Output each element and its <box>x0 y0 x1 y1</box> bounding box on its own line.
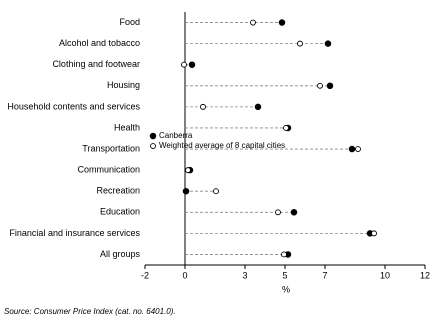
dot <box>213 188 219 195</box>
category-label: Alcohol and tobacco <box>59 38 140 48</box>
dot <box>182 187 190 195</box>
dot <box>275 209 281 216</box>
category-label: Housing <box>107 80 140 90</box>
x-tick-label: -2 <box>141 270 149 280</box>
legend-label: Weighted average of 8 capital cities <box>159 141 285 150</box>
category-label: Food <box>119 17 140 27</box>
dot <box>348 145 356 153</box>
category-label: Communication <box>77 165 140 175</box>
dot <box>355 146 361 152</box>
x-tick-label: 5 <box>282 270 287 280</box>
source-note: Source: Consumer Price Index (cat. no. 6… <box>4 307 176 316</box>
category-label: Transportation <box>82 143 140 153</box>
x-tick-label: 7 <box>322 270 327 280</box>
dot <box>371 230 377 237</box>
category-label: Health <box>114 122 140 132</box>
dot <box>250 19 256 26</box>
category-label: Clothing and footwear <box>52 59 140 69</box>
category-label: Financial and insurance services <box>9 228 140 238</box>
category-label: Household contents and services <box>7 101 140 111</box>
dot <box>200 103 206 110</box>
x-tick-label: 10 <box>380 270 390 280</box>
dot <box>281 251 287 258</box>
dot <box>254 103 262 111</box>
dot <box>181 61 187 68</box>
dot <box>278 19 286 26</box>
legend-marker <box>150 143 156 149</box>
dot <box>324 40 332 47</box>
dot <box>188 61 196 68</box>
legend-marker <box>149 132 157 140</box>
x-tick-label: 12 <box>420 270 430 280</box>
x-tick-label: 0 <box>182 270 187 280</box>
category-label: All groups <box>100 249 141 259</box>
dot <box>283 125 289 131</box>
dot <box>290 209 298 216</box>
category-label: Recreation <box>96 186 140 196</box>
x-axis-label: % <box>282 284 290 294</box>
dot <box>297 40 303 47</box>
dot <box>185 167 191 174</box>
dot <box>326 82 334 90</box>
dot <box>317 82 323 89</box>
category-label: Education <box>100 207 140 217</box>
legend-label: Canberra <box>159 131 193 140</box>
x-tick-label: 3 <box>242 270 247 280</box>
